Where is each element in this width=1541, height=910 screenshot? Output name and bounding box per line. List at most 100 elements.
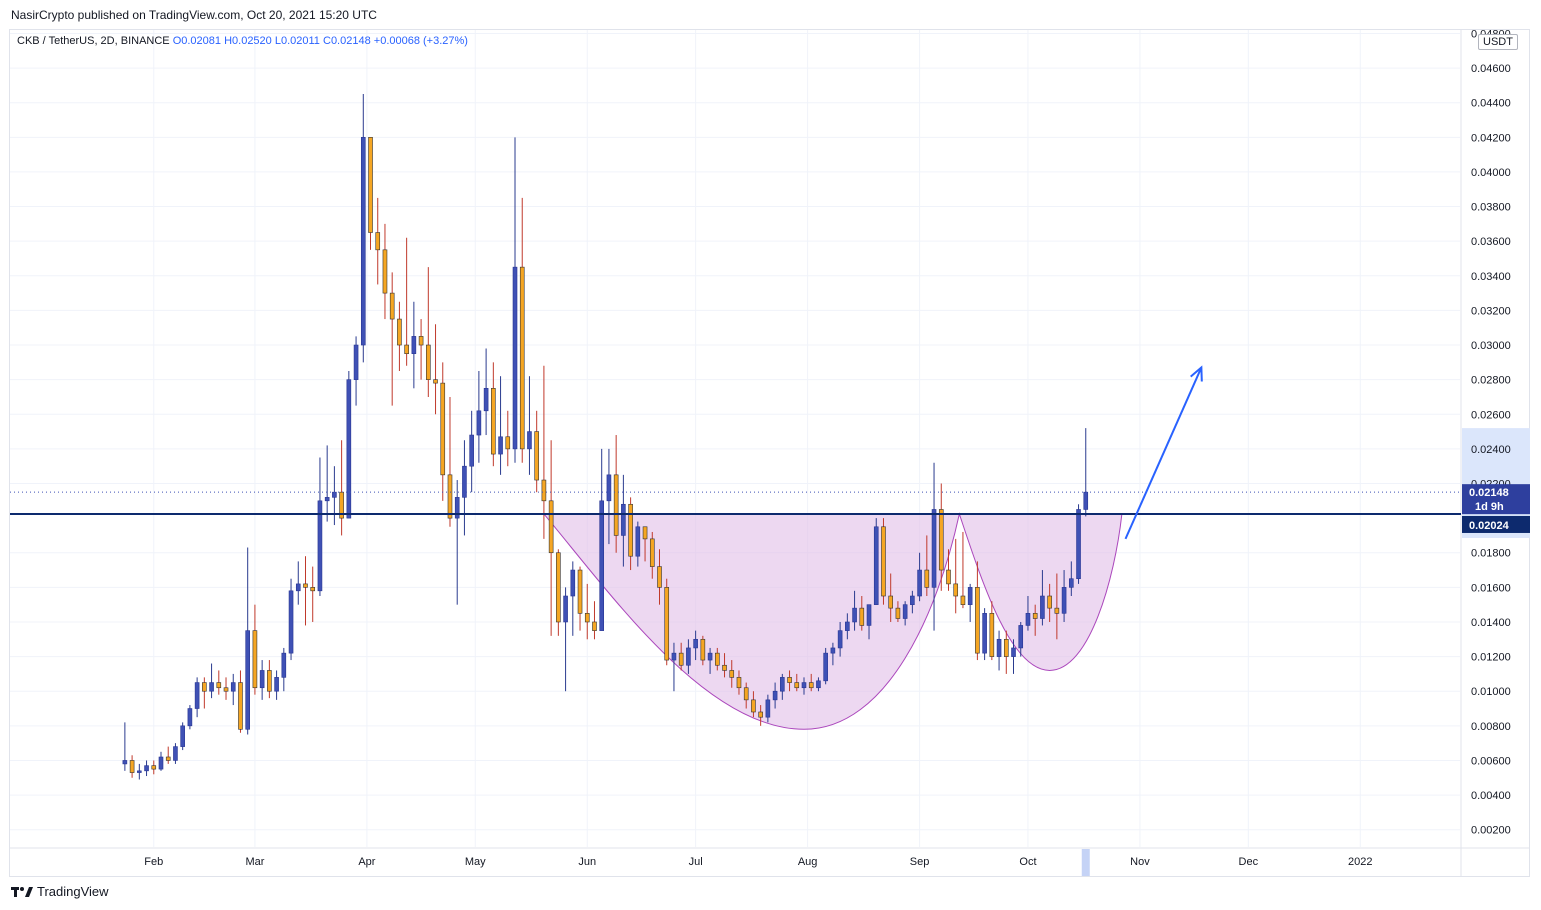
candle [534, 410, 539, 493]
candle [223, 677, 229, 700]
price-tick-label: 0.03800 [1471, 202, 1511, 214]
candle-body [353, 344, 359, 380]
candle-body [418, 336, 424, 346]
candle-body [989, 613, 995, 657]
time-tick-label: Feb [144, 856, 163, 868]
projection-arrow-head [1190, 365, 1203, 382]
candle-body [375, 232, 381, 251]
resistance-price-tag [1462, 515, 1530, 533]
candle [649, 531, 655, 579]
projection-arrow-line [1124, 367, 1203, 540]
candle-body [635, 526, 641, 557]
candle-body [678, 652, 684, 666]
candle [418, 319, 424, 380]
candle-body [1040, 595, 1045, 619]
candle-body [512, 266, 518, 450]
candle-body [714, 652, 720, 666]
candle-body [411, 336, 417, 354]
candle [671, 642, 677, 692]
candle [743, 682, 749, 709]
candle [274, 670, 279, 700]
candle [780, 673, 785, 700]
time-tick-label: Mar [245, 856, 264, 868]
candle [187, 705, 193, 730]
candle [823, 647, 828, 685]
candle-body [1061, 587, 1067, 614]
time-tick-label: May [465, 856, 486, 868]
candle [996, 630, 1002, 671]
candle-body [144, 765, 149, 772]
candle-body [447, 474, 453, 519]
candle-body [657, 566, 662, 588]
candle [144, 760, 149, 777]
candle-body [931, 509, 937, 588]
candle [527, 376, 532, 475]
candle [202, 677, 207, 709]
candle-body [1076, 509, 1081, 580]
candle [866, 604, 872, 640]
candle-body [859, 607, 865, 626]
candle [1025, 596, 1031, 631]
candle-body [426, 344, 431, 380]
candle [122, 722, 128, 771]
candle [194, 677, 200, 718]
candle-body [866, 604, 872, 626]
candle-body [584, 613, 590, 623]
candle [324, 445, 330, 522]
candle [1069, 561, 1074, 597]
candle [592, 601, 597, 640]
candle [505, 410, 511, 467]
candle-body [483, 388, 489, 412]
candle [469, 410, 474, 493]
tradingview-logo-icon [11, 886, 33, 897]
candle-body [794, 682, 800, 689]
candle-body [946, 569, 951, 585]
candle-body [975, 587, 980, 654]
candle [967, 583, 973, 622]
price-tick-label: 0.01600 [1471, 582, 1511, 594]
candle-body [173, 746, 178, 761]
candle [816, 677, 821, 692]
price-tick-label: 0.03000 [1471, 340, 1511, 352]
candle [678, 642, 684, 671]
candle [837, 621, 843, 657]
candle [519, 197, 525, 463]
time-tick-label: Nov [1130, 856, 1150, 868]
candle [303, 556, 308, 626]
candle-body [563, 595, 568, 623]
candle [548, 440, 554, 636]
candle-body [787, 677, 792, 683]
candle-body [209, 682, 214, 692]
candle-body [664, 587, 670, 661]
candle-body [122, 760, 128, 765]
current-price-label: 0.02148 [1469, 487, 1509, 499]
candle [462, 440, 467, 536]
candle-body [910, 595, 915, 605]
candle [563, 587, 568, 692]
candle [158, 751, 164, 771]
candle-body [1011, 647, 1016, 657]
candle [216, 670, 222, 695]
candle-body [693, 638, 698, 649]
legend-change: +0.00068 (+3.27%) [373, 35, 468, 47]
candle-body [368, 137, 373, 233]
candle [295, 561, 301, 605]
candle [700, 635, 706, 666]
candle-body [382, 249, 388, 294]
candle-body [960, 595, 966, 605]
candle [411, 301, 417, 389]
candle [397, 301, 402, 371]
candle [787, 670, 792, 692]
candle [332, 466, 337, 526]
tradingview-logo[interactable]: TradingView [11, 884, 109, 899]
candle-body [953, 583, 959, 597]
candle-body [245, 630, 250, 730]
candle [353, 336, 359, 406]
candle-body [332, 491, 337, 498]
candle-body [194, 682, 200, 709]
candle-body [462, 465, 467, 498]
currency-selector[interactable]: USDT [1478, 34, 1518, 50]
candle [714, 647, 720, 671]
candle [765, 694, 771, 723]
